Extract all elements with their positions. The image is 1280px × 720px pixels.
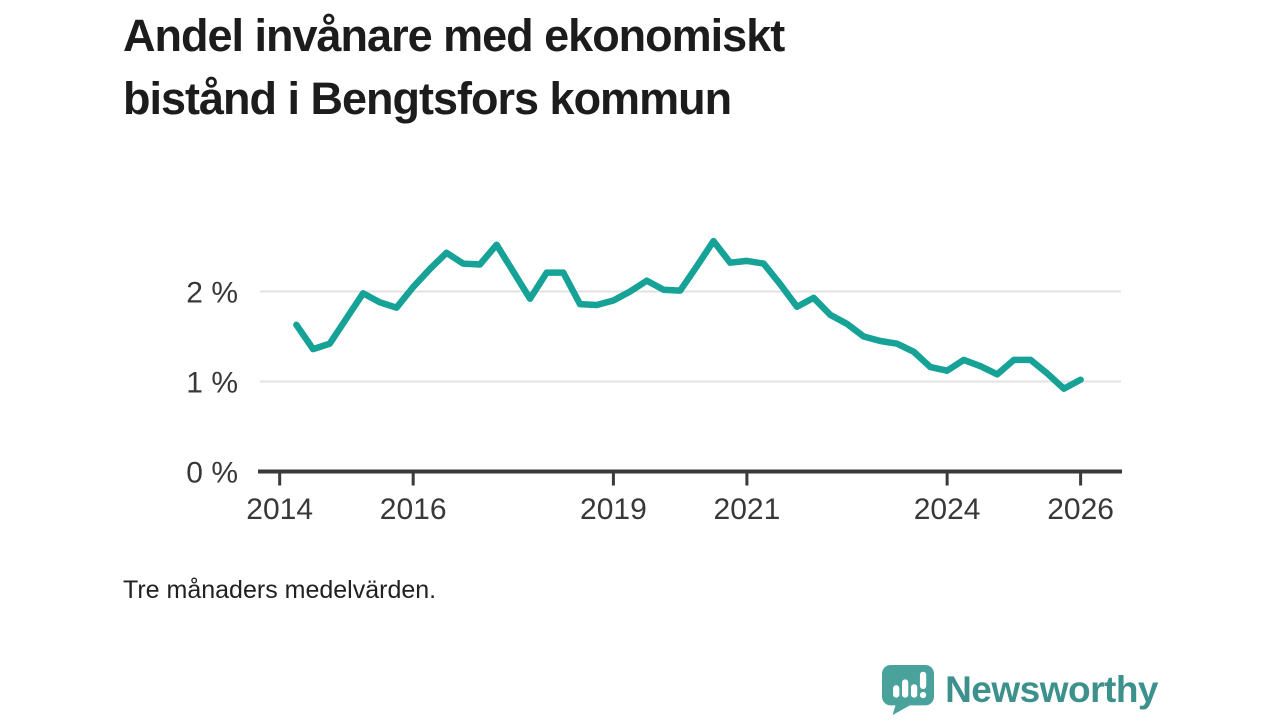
x-axis xyxy=(258,469,1122,486)
y-tick-labels: 0 % 1 % 2 % xyxy=(186,276,238,489)
y-gridlines xyxy=(260,290,1121,383)
newsworthy-logo: Newsworthy xyxy=(881,664,1158,716)
chart-footnote: Tre månaders medelvärden. xyxy=(123,576,437,604)
svg-text:2016: 2016 xyxy=(380,493,447,526)
svg-text:2026: 2026 xyxy=(1047,493,1114,526)
data-line-series xyxy=(293,237,1084,392)
svg-text:0 %: 0 % xyxy=(186,457,238,490)
x-tick-labels: 2014 2016 2019 2021 2024 2026 xyxy=(246,493,1114,526)
svg-text:2 %: 2 % xyxy=(186,276,238,309)
svg-text:2021: 2021 xyxy=(714,493,781,526)
newsworthy-wordmark: Newsworthy xyxy=(945,669,1158,710)
chart-title: Andel invånare med ekonomiskt bistånd i … xyxy=(123,10,785,124)
svg-text:2024: 2024 xyxy=(914,493,981,526)
svg-text:2014: 2014 xyxy=(246,493,313,526)
svg-text:2019: 2019 xyxy=(580,493,647,526)
svg-text:1 %: 1 % xyxy=(186,366,238,399)
bar-chart-speech-bubble-icon xyxy=(882,664,935,716)
